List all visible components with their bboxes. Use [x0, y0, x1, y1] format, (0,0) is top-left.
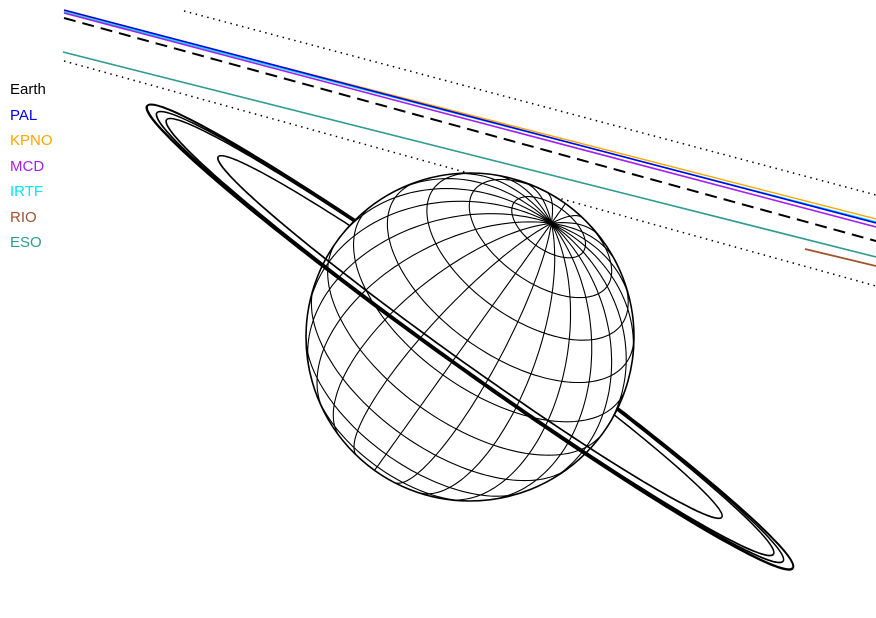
ring-front-0: [145, 105, 794, 571]
meridian-line: [332, 222, 552, 437]
meridian-line: [374, 222, 552, 471]
track-rio: [804, 248, 876, 267]
meridian-line: [494, 174, 552, 224]
track-pal: [63, 9, 876, 224]
parallel-line: [305, 339, 521, 497]
track-eso: [62, 51, 876, 258]
meridian-line: [396, 178, 552, 224]
meridian-line: [545, 191, 554, 224]
legend-item-eso: ESO: [10, 234, 42, 251]
legend-item-kpno: KPNO: [10, 132, 53, 149]
meridian-line: [452, 172, 552, 224]
meridian-line: [316, 221, 552, 410]
parallel-line: [310, 287, 568, 482]
limit-upper-dotted: [183, 10, 876, 196]
meridian-line: [307, 200, 552, 311]
parallel-line: [352, 206, 626, 423]
meridian-line: [551, 222, 627, 433]
meridian-line: [448, 223, 572, 501]
meridian-line: [307, 213, 552, 370]
parallel-line: [386, 181, 635, 384]
legend: Earth PAL KPNO MCD IRTF RIO ESO: [10, 77, 53, 256]
meridian-line: [394, 223, 552, 484]
track-mcd: [63, 12, 876, 228]
legend-item-irtf: IRTF: [10, 183, 44, 200]
meridian-line: [550, 203, 566, 224]
ring-front-3: [216, 156, 723, 520]
ring-front-1: [155, 112, 784, 564]
observer-tracks: [62, 9, 876, 287]
meridian-line: [551, 222, 600, 237]
meridian-line: [417, 223, 556, 495]
meridian-line: [551, 222, 634, 359]
meridian-line: [546, 222, 613, 483]
planet-globe: [305, 172, 635, 502]
meridian-line: [551, 222, 631, 301]
meridian-line: [353, 222, 552, 456]
planet-grid: [305, 172, 635, 502]
legend-item-mcd: MCD: [10, 157, 45, 175]
meridian-line: [551, 215, 584, 224]
legend-item-pal: PAL: [10, 106, 38, 124]
meridian-line: [339, 187, 552, 238]
ring-front-2: [165, 119, 775, 557]
legend-item-rio: RIO: [10, 208, 37, 226]
meridian-line: [491, 222, 593, 501]
meridian-line: [524, 181, 552, 224]
meridian-line: [551, 222, 617, 262]
track-earth: [63, 17, 876, 242]
rings-front: [145, 105, 794, 571]
legend-item-earth: Earth: [10, 81, 46, 98]
